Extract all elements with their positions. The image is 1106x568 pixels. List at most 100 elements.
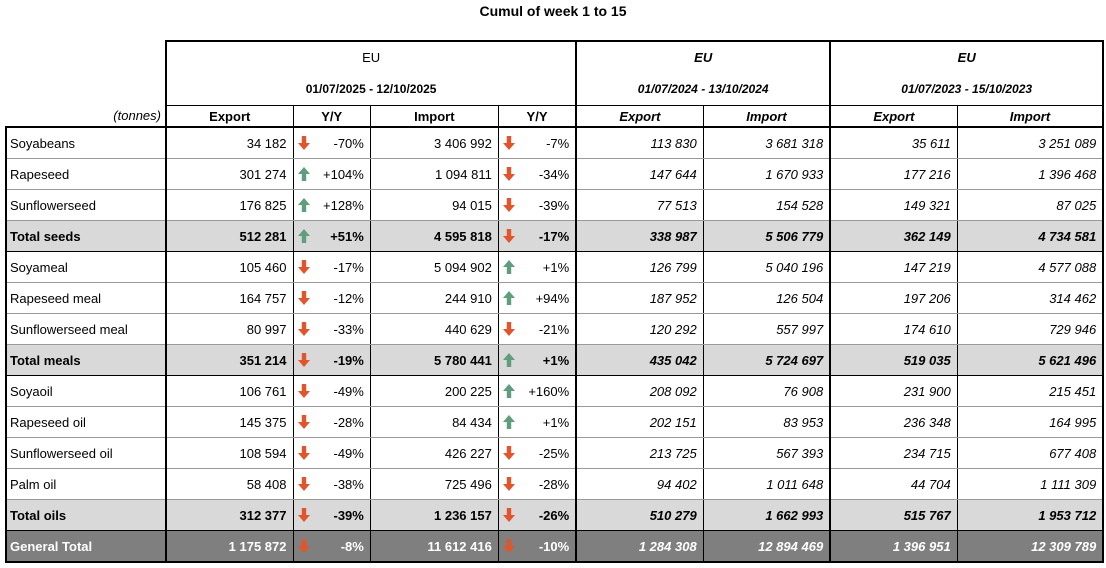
p3-import-value: 164 995 [956, 406, 1105, 438]
p3-export-value: 1 396 951 [829, 530, 958, 563]
import-yy: -26% [522, 499, 578, 531]
export-value: 1 175 872 [165, 530, 294, 563]
import-value: 3 406 992 [369, 126, 499, 159]
import-yy: +1% [522, 344, 578, 376]
export-value: 312 377 [165, 499, 294, 531]
unit-label: (tonnes) [113, 108, 161, 124]
arrow-down-icon [297, 476, 311, 492]
import-value: 4 595 818 [369, 220, 499, 252]
p2-import-value: 5 724 697 [702, 344, 832, 376]
export-yy: -49% [317, 375, 371, 407]
p2-import-value: 1 662 993 [702, 499, 832, 531]
product-name: Rapeseed oil [5, 406, 167, 438]
import-value: 200 225 [369, 375, 499, 407]
p2-export-value: 510 279 [575, 499, 704, 531]
product-name: Total seeds [5, 220, 167, 252]
p2-export-value: 1 284 308 [575, 530, 704, 563]
arrow-down-icon [297, 445, 311, 461]
col-import-yy: Y/Y [497, 105, 578, 128]
import-value: 1 094 811 [369, 158, 499, 190]
table-row: Sunflowerseed oil 108 594 -49% 426 227 -25% 2… [5, 437, 1105, 469]
p2-export-value: 77 513 [575, 189, 704, 221]
import-value: 5 780 441 [369, 344, 499, 376]
arrow-down-icon [502, 135, 516, 151]
export-value: 301 274 [165, 158, 294, 190]
export-value: 58 408 [165, 468, 294, 500]
import-value: 244 910 [369, 282, 499, 314]
period-1-range: 01/07/2025 - 12/10/2025 [164, 73, 578, 106]
p2-export-value: 435 042 [575, 344, 704, 376]
p2-export-value: 126 799 [575, 251, 704, 283]
p3-export-value: 177 216 [829, 158, 958, 190]
import-value: 1 236 157 [369, 499, 499, 531]
product-name: Soyabeans [5, 126, 167, 159]
period-1-region: EU [164, 40, 578, 73]
product-name: Rapeseed [5, 158, 167, 190]
p3-export-value: 174 610 [829, 313, 958, 345]
p2-import-value: 567 393 [702, 437, 832, 469]
col-import: Import [369, 105, 499, 128]
arrow-down-icon [297, 135, 311, 151]
export-value: 164 757 [165, 282, 294, 314]
import-yy: -17% [522, 220, 578, 252]
p2-import-value: 557 997 [702, 313, 832, 345]
arrow-down-icon [502, 228, 516, 244]
table-row: Rapeseed 301 274 +104% 1 094 811 -34% 147 644… [5, 158, 1105, 190]
p3-export-value: 231 900 [829, 375, 958, 407]
p3-export-value: 44 704 [829, 468, 958, 500]
p3-import-value: 1 396 468 [956, 158, 1105, 190]
p3-export-value: 35 611 [829, 126, 958, 159]
p3-import-value: 314 462 [956, 282, 1105, 314]
p2-export-value: 147 644 [575, 158, 704, 190]
import-yy: +1% [522, 406, 578, 438]
p3-import-value: 5 621 496 [956, 344, 1105, 376]
import-yy: +94% [522, 282, 578, 314]
p2-export-value: 338 987 [575, 220, 704, 252]
p2-import-value: 154 528 [702, 189, 832, 221]
p3-import-value: 215 451 [956, 375, 1105, 407]
p3-import-value: 87 025 [956, 189, 1105, 221]
arrow-down-icon [502, 321, 516, 337]
arrow-down-icon [297, 414, 311, 430]
p2-export-value: 202 151 [575, 406, 704, 438]
arrow-down-icon [297, 259, 311, 275]
arrow-down-icon [502, 166, 516, 182]
arrow-up-icon [297, 197, 311, 213]
p3-export-value: 515 767 [829, 499, 958, 531]
import-yy: -25% [522, 437, 578, 469]
period-2-range: 01/07/2024 - 13/10/2024 [575, 73, 832, 106]
import-value: 5 094 902 [369, 251, 499, 283]
product-name: Sunflowerseed [5, 189, 167, 221]
import-yy: -10% [522, 530, 578, 563]
col-export-yy: Y/Y [292, 105, 371, 128]
col-p3-import: Import [956, 105, 1105, 128]
arrow-up-icon [502, 414, 516, 430]
export-yy: -8% [317, 530, 371, 563]
p2-import-value: 76 908 [702, 375, 832, 407]
p3-import-value: 3 251 089 [956, 126, 1105, 159]
table-row: Soyameal 105 460 -17% 5 094 902 +1% 126 799 5 … [5, 251, 1105, 283]
import-value: 440 629 [369, 313, 499, 345]
arrow-up-icon [502, 383, 516, 399]
arrow-down-icon [297, 290, 311, 306]
p3-import-value: 4 577 088 [956, 251, 1105, 283]
p3-import-value: 1 953 712 [956, 499, 1105, 531]
export-yy: -33% [317, 313, 371, 345]
p3-export-value: 149 321 [829, 189, 958, 221]
import-value: 84 434 [369, 406, 499, 438]
table-row: Soyabeans 34 182 -70% 3 406 992 -7% 113 830 3 … [5, 126, 1105, 159]
import-yy: -28% [522, 468, 578, 500]
header-range-row: 01/07/2025 - 12/10/2025 01/07/2024 - 13/… [6, 73, 1105, 106]
product-name: Sunflowerseed meal [5, 313, 167, 345]
p2-import-value: 12 894 469 [702, 530, 832, 563]
product-name: Sunflowerseed oil [5, 437, 167, 469]
table-row: Rapeseed oil 145 375 -28% 84 434 +1% 202 151 8… [5, 406, 1105, 438]
import-yy: -39% [522, 189, 578, 221]
grand-total-row: General Total 1 175 872 -8% 11 612 416 -10% 1… [5, 530, 1105, 563]
arrow-down-icon [502, 445, 516, 461]
p3-import-value: 12 309 789 [956, 530, 1105, 563]
import-value: 94 015 [369, 189, 499, 221]
export-yy: -19% [317, 344, 371, 376]
product-name: Soyameal [5, 251, 167, 283]
product-name: Total meals [5, 344, 167, 376]
